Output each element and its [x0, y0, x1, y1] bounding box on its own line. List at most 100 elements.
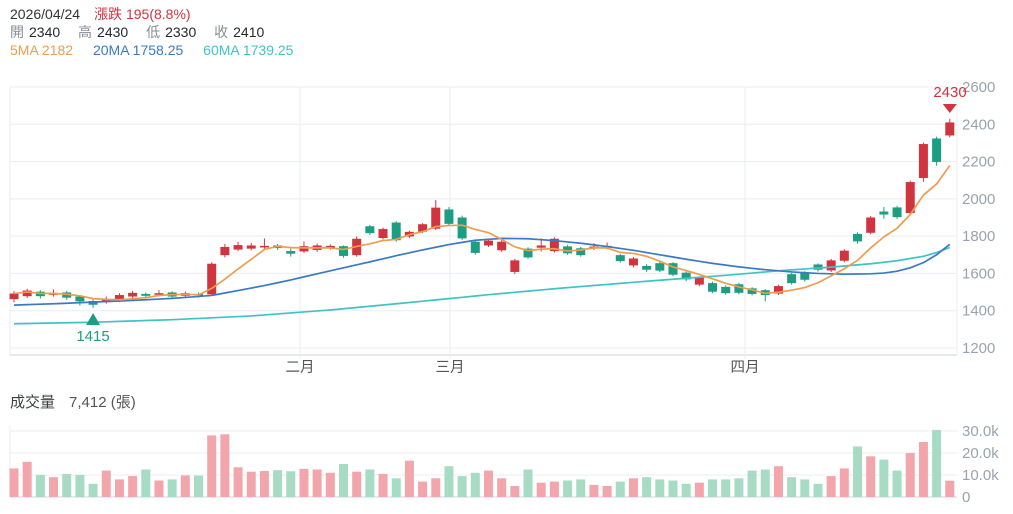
candle[interactable]: [918, 142, 928, 182]
candle[interactable]: [628, 257, 638, 268]
candle[interactable]: [75, 295, 85, 306]
volume-bar[interactable]: [339, 464, 348, 497]
candle[interactable]: [708, 281, 718, 294]
volume-bar[interactable]: [114, 479, 124, 497]
volume-bar[interactable]: [75, 475, 85, 497]
volume-bar[interactable]: [826, 476, 836, 497]
volume-bar[interactable]: [681, 483, 691, 497]
candle[interactable]: [22, 288, 32, 299]
volume-bar[interactable]: [563, 480, 573, 498]
volume-bar[interactable]: [378, 473, 388, 497]
candle[interactable]: [681, 271, 691, 282]
volume-bar[interactable]: [905, 453, 915, 497]
volume-bar[interactable]: [576, 479, 586, 497]
candle[interactable]: [826, 258, 836, 272]
volume-bar[interactable]: [602, 486, 612, 497]
candle[interactable]: [694, 276, 704, 287]
candle[interactable]: [615, 254, 625, 263]
volume-bar[interactable]: [154, 480, 164, 498]
volume-bar[interactable]: [470, 472, 480, 497]
candle[interactable]: [866, 216, 876, 235]
volume-bar[interactable]: [932, 429, 942, 497]
volume-bar[interactable]: [549, 481, 559, 497]
volume-bar[interactable]: [418, 481, 428, 497]
volume-bar[interactable]: [734, 478, 744, 497]
volume-bar[interactable]: [128, 476, 138, 497]
volume-bar[interactable]: [299, 468, 309, 497]
volume-bar[interactable]: [523, 469, 533, 498]
volume-bar[interactable]: [101, 470, 111, 497]
candle[interactable]: [365, 224, 375, 236]
volume-bar[interactable]: [365, 469, 375, 498]
candle[interactable]: [510, 258, 520, 275]
candle[interactable]: [88, 299, 98, 308]
volume-bar[interactable]: [273, 470, 283, 497]
candle[interactable]: [892, 205, 902, 219]
candle[interactable]: [721, 285, 731, 295]
volume-bar[interactable]: [655, 479, 665, 497]
volume-bar[interactable]: [945, 480, 955, 497]
candle[interactable]: [246, 243, 256, 251]
candle[interactable]: [207, 262, 217, 296]
volume-bar[interactable]: [457, 476, 467, 497]
candle[interactable]: [642, 264, 652, 272]
volume-bar[interactable]: [352, 471, 362, 497]
candle[interactable]: [945, 118, 955, 138]
volume-bar[interactable]: [510, 486, 520, 497]
volume-bar[interactable]: [853, 446, 863, 497]
volume-bar[interactable]: [773, 466, 783, 497]
volume-bar[interactable]: [444, 466, 454, 497]
volume-bar[interactable]: [62, 473, 72, 497]
candle[interactable]: [233, 241, 243, 252]
candle[interactable]: [286, 248, 296, 257]
volume-bar[interactable]: [246, 471, 256, 497]
volume-bar[interactable]: [918, 442, 928, 497]
volume-bar[interactable]: [404, 460, 414, 497]
volume-bar[interactable]: [589, 484, 599, 497]
candle[interactable]: [734, 282, 744, 295]
volume-bar[interactable]: [747, 470, 757, 497]
volume-bar[interactable]: [325, 472, 335, 497]
volume-bar[interactable]: [9, 468, 19, 497]
volume-bar[interactable]: [194, 475, 204, 497]
volume-bar[interactable]: [35, 475, 45, 497]
volume-bar[interactable]: [866, 456, 876, 497]
candle[interactable]: [747, 287, 757, 296]
candle[interactable]: [128, 290, 138, 299]
candle[interactable]: [339, 245, 348, 258]
candle[interactable]: [457, 215, 467, 240]
candle[interactable]: [655, 261, 665, 273]
candle[interactable]: [787, 273, 797, 285]
volume-bar[interactable]: [694, 482, 704, 497]
candle[interactable]: [668, 262, 678, 277]
candle[interactable]: [391, 221, 401, 242]
volume-bar[interactable]: [233, 467, 243, 497]
volume-bar[interactable]: [180, 475, 190, 497]
candle[interactable]: [563, 245, 573, 255]
volume-bar[interactable]: [615, 481, 625, 497]
candle[interactable]: [431, 199, 441, 230]
volume-bar[interactable]: [167, 479, 177, 497]
volume-bar[interactable]: [497, 478, 507, 497]
volume-bar[interactable]: [49, 477, 59, 497]
volume-bar[interactable]: [813, 483, 823, 497]
volume-bar[interactable]: [800, 479, 810, 497]
volume-bar[interactable]: [483, 470, 493, 497]
volume-bar[interactable]: [312, 469, 322, 498]
candle[interactable]: [576, 246, 586, 257]
volume-bar[interactable]: [708, 479, 718, 497]
volume-bar[interactable]: [721, 479, 731, 497]
volume-bar[interactable]: [628, 478, 638, 497]
candle[interactable]: [760, 289, 770, 302]
candle[interactable]: [444, 207, 454, 226]
volume-bar[interactable]: [22, 461, 32, 497]
candle[interactable]: [932, 136, 942, 166]
candle[interactable]: [879, 207, 889, 219]
volume-bar[interactable]: [892, 470, 902, 497]
candle[interactable]: [259, 238, 269, 249]
volume-bar[interactable]: [259, 471, 269, 497]
candle[interactable]: [523, 247, 533, 259]
candle[interactable]: [773, 284, 783, 296]
candle[interactable]: [220, 243, 230, 258]
